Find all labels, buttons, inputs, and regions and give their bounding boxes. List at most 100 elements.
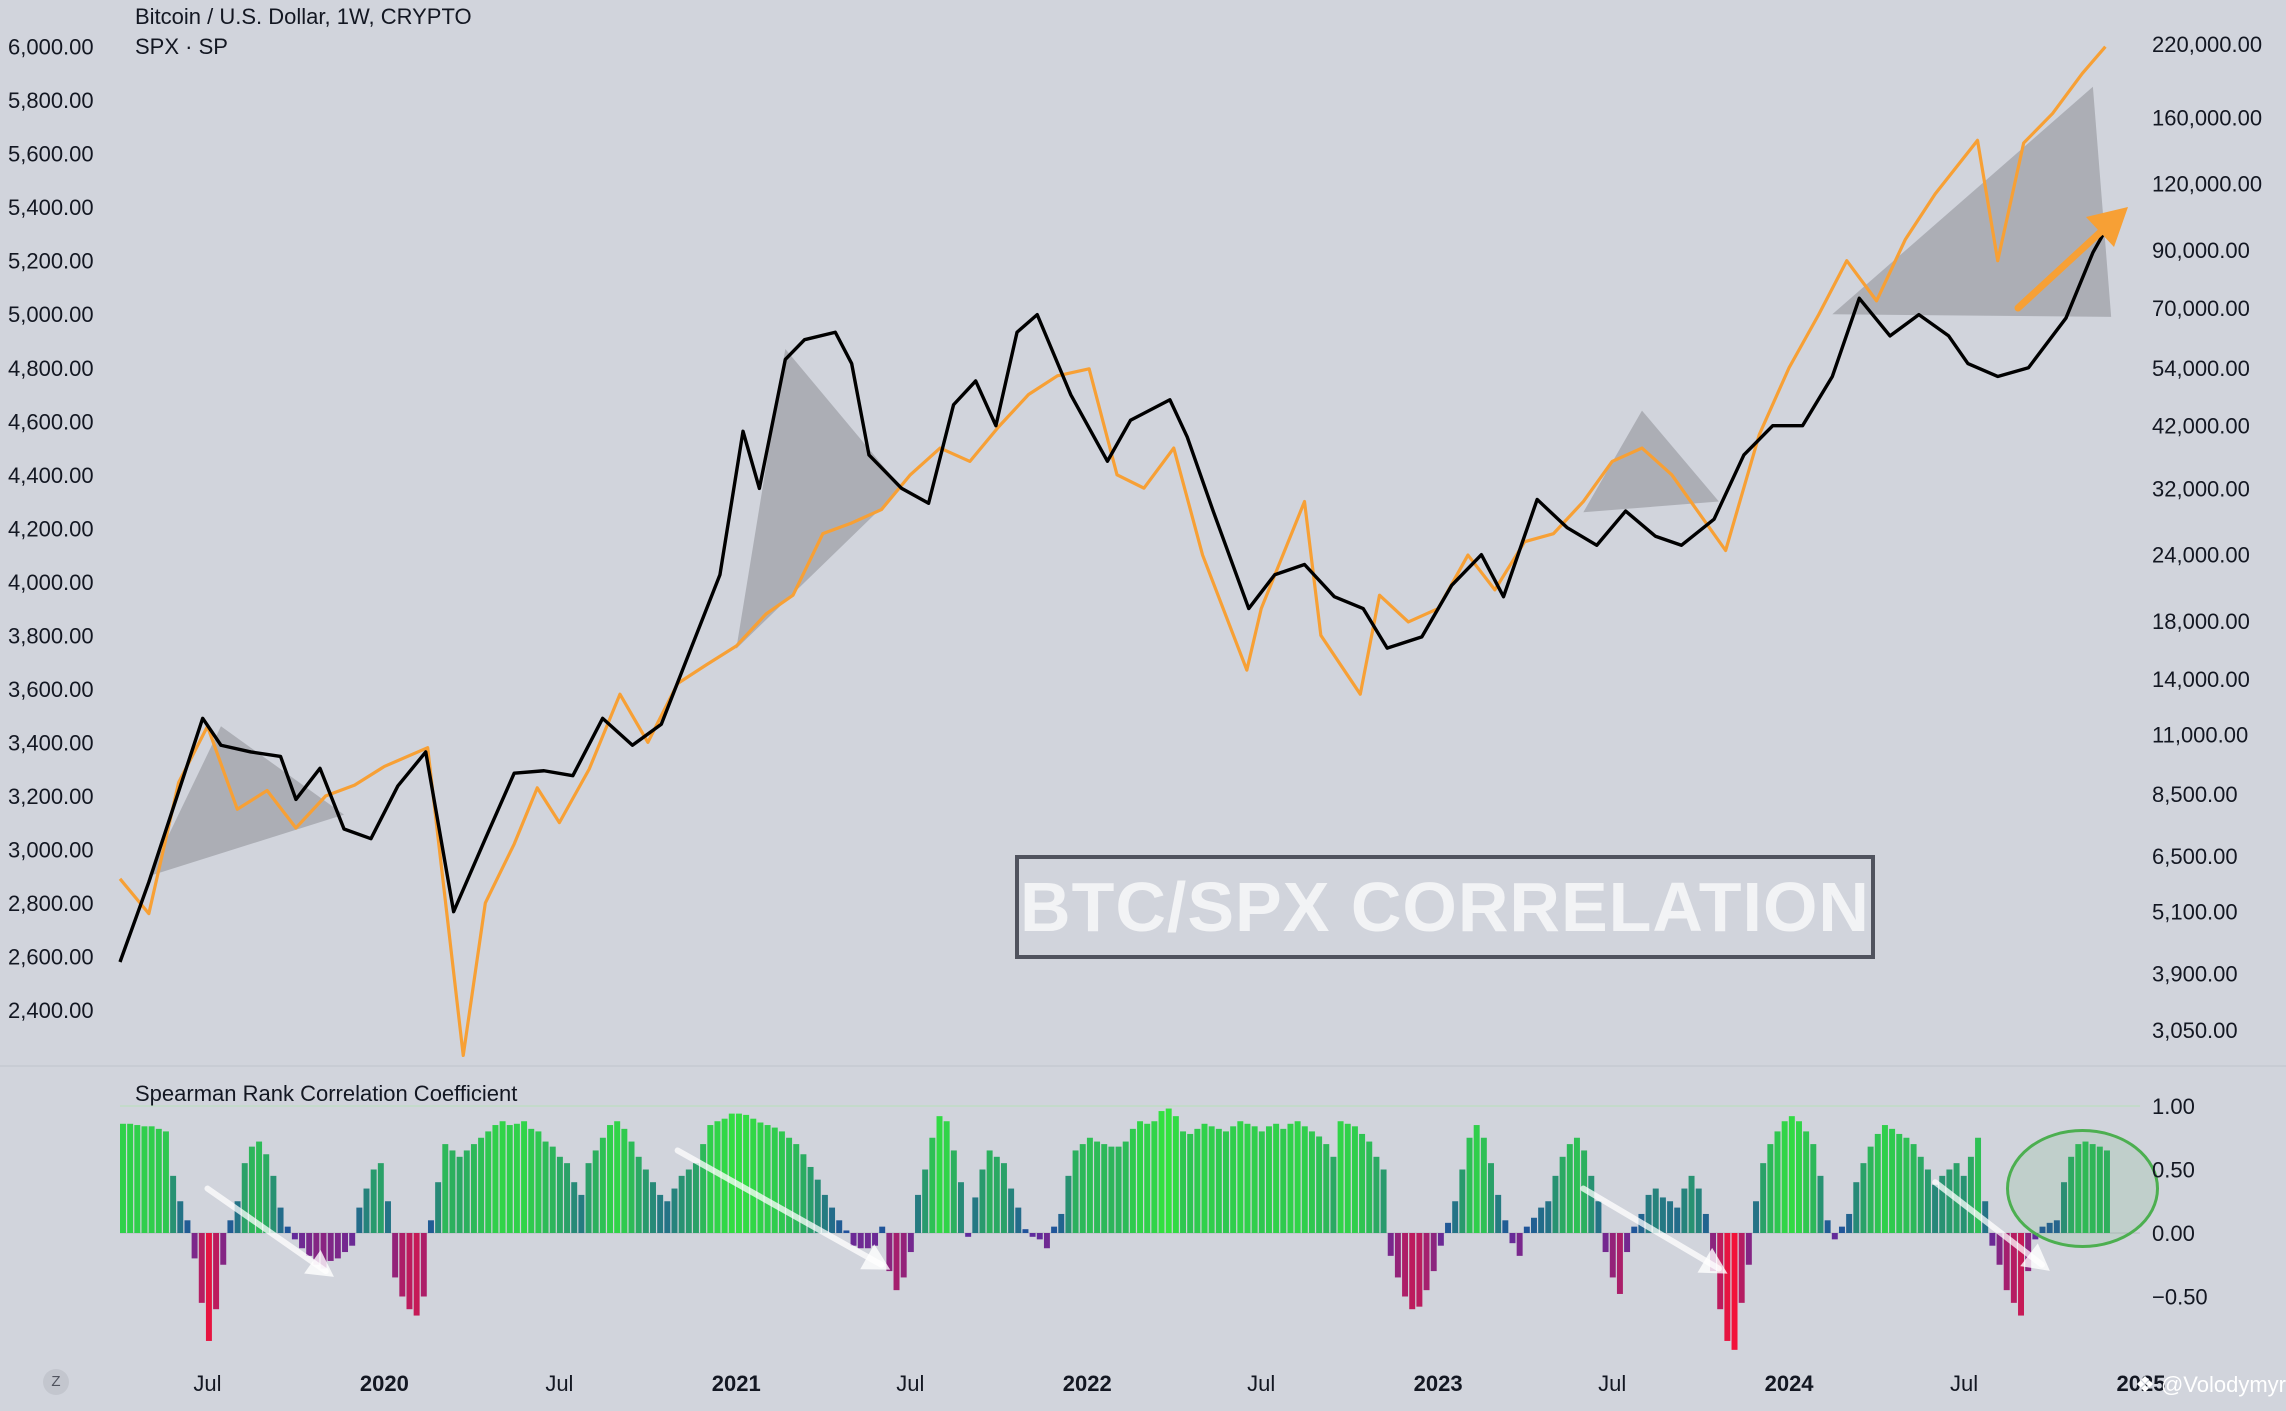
correlation-bar [406,1233,413,1310]
correlation-bar [1244,1123,1251,1233]
correlation-bar [334,1233,341,1259]
correlation-bar [427,1220,434,1233]
right-axis-tick-3: 90,000.00 [2152,238,2250,263]
correlation-bar [1917,1156,1924,1233]
correlation-bar [1488,1163,1494,1233]
right-axis-tick-8: 24,000.00 [2152,543,2250,568]
correlation-bar [1251,1126,1258,1233]
correlation-bar [786,1137,793,1233]
indicator-axis[interactable]: 1.00 0.50 0.00 −0.50 [2152,1094,2208,1310]
right-axis-tick-7: 32,000.00 [2152,476,2250,501]
correlation-bar [1237,1121,1244,1233]
correlation-bar [327,1233,334,1261]
correlation-bar [177,1201,184,1233]
correlation-bar [1896,1133,1903,1233]
correlation-bar [864,1233,871,1249]
left-axis-tick-11: 3,800.00 [8,623,94,648]
correlation-bar [1280,1128,1287,1233]
right-axis-tick-1: 160,000.00 [2152,105,2262,130]
correlation-bar [1459,1169,1466,1233]
time-axis-label-9: 2024 [1765,1371,1815,1396]
time-axis[interactable]: Jul 2020 Jul 2021 Jul 2022 Jul 2023 Jul 2024 Jul 20… [193,1371,2165,1396]
correlation-bar [299,1233,306,1249]
correlation-bar [843,1230,850,1233]
correlation-bar [413,1233,420,1316]
left-axis-tick-7: 4,600.00 [8,409,94,434]
correlation-bar [1337,1121,1344,1233]
correlation-bar [1867,1146,1874,1233]
correlation-bar [277,1207,284,1233]
right-axis-tick-2: 120,000.00 [2152,172,2262,197]
indicator-title[interactable]: Spearman Rank Correlation Coefficient [135,1081,518,1106]
correlation-bar [1846,1213,1853,1233]
correlation-bar [1624,1233,1631,1253]
correlation-bar [929,1137,936,1233]
correlation-bar [1910,1144,1917,1233]
orange-up-arrow [2014,207,2128,312]
correlation-bar [1029,1233,1036,1237]
correlation-bar [1573,1137,1580,1233]
correlation-bar [678,1175,685,1233]
watermark-box: BTC/SPX CORRELATION [1015,855,1875,959]
right-price-axis[interactable]: 220,000.00 160,000.00 120,000.00 90,000.00 7… [2152,32,2262,1043]
correlation-bar [456,1156,463,1233]
correlation-bar [1137,1121,1144,1233]
correlation-bar [1165,1108,1172,1233]
correlation-bar [1903,1137,1910,1233]
correlation-bar [685,1169,692,1233]
correlation-bar [549,1146,556,1233]
legend-symbol-title[interactable]: Bitcoin / U.S. Dollar, 1W, CRYPTO [135,4,472,29]
spx-series [118,45,2107,1058]
correlation-bar [2068,1156,2075,1233]
right-axis-tick-12: 8,500.00 [2152,782,2238,807]
legend-spx-label[interactable]: SPX · SP [135,34,228,59]
correlation-bar [1745,1233,1752,1265]
correlation-bar [1366,1141,1373,1233]
correlation-bar [2075,1144,2082,1233]
correlation-bar [635,1156,642,1233]
correlation-bar [1480,1137,1487,1233]
correlation-bar [1932,1184,1939,1233]
correlation-bar [306,1233,313,1256]
correlation-bar [1702,1213,1709,1233]
right-axis-tick-10: 14,000.00 [2152,667,2250,692]
correlation-bar [936,1116,943,1233]
left-price-axis[interactable]: 6,000.00 5,800.00 5,600.00 5,400.00 5,200.00… [8,35,94,1023]
correlation-bar [2032,1233,2039,1240]
correlation-bar [1359,1133,1366,1233]
correlation-bar [1316,1136,1323,1233]
correlation-bar [778,1131,785,1233]
left-axis-tick-12: 3,600.00 [8,677,94,702]
correlation-bar [592,1150,599,1233]
correlation-bar [1409,1233,1416,1310]
correlation-bar [1051,1226,1058,1233]
correlation-bar [1072,1150,1079,1233]
watermark-text: BTC/SPX CORRELATION [1020,868,1870,946]
correlation-bar [1731,1233,1738,1350]
timezone-badge[interactable]: Z [43,1369,69,1395]
correlation-bar [1466,1137,1473,1233]
correlation-bar [1416,1233,1423,1307]
correlation-bar [2082,1141,2089,1233]
correlation-bar [1330,1156,1337,1233]
correlation-bar [1881,1125,1888,1233]
btc-line [118,228,2113,963]
indicator-axis-tick-1: 0.50 [2152,1158,2195,1183]
correlation-bar [1595,1201,1602,1233]
correlation-bar [478,1137,485,1233]
correlation-bar [2089,1144,2096,1233]
time-axis-label-7: 2023 [1414,1371,1463,1396]
correlation-bar [700,1144,707,1233]
correlation-bar [1151,1121,1158,1233]
correlation-bar [1838,1226,1845,1233]
correlation-bar [1265,1126,1272,1233]
correlation-bar [764,1125,771,1233]
left-axis-tick-1: 5,800.00 [8,88,94,113]
correlation-bar [571,1182,578,1233]
correlation-bar [320,1233,327,1269]
correlation-bar [1294,1121,1301,1233]
indicator-arrows [204,1147,2050,1277]
correlation-bar [342,1233,348,1253]
indicator-arrow-head-1 [860,1244,891,1270]
